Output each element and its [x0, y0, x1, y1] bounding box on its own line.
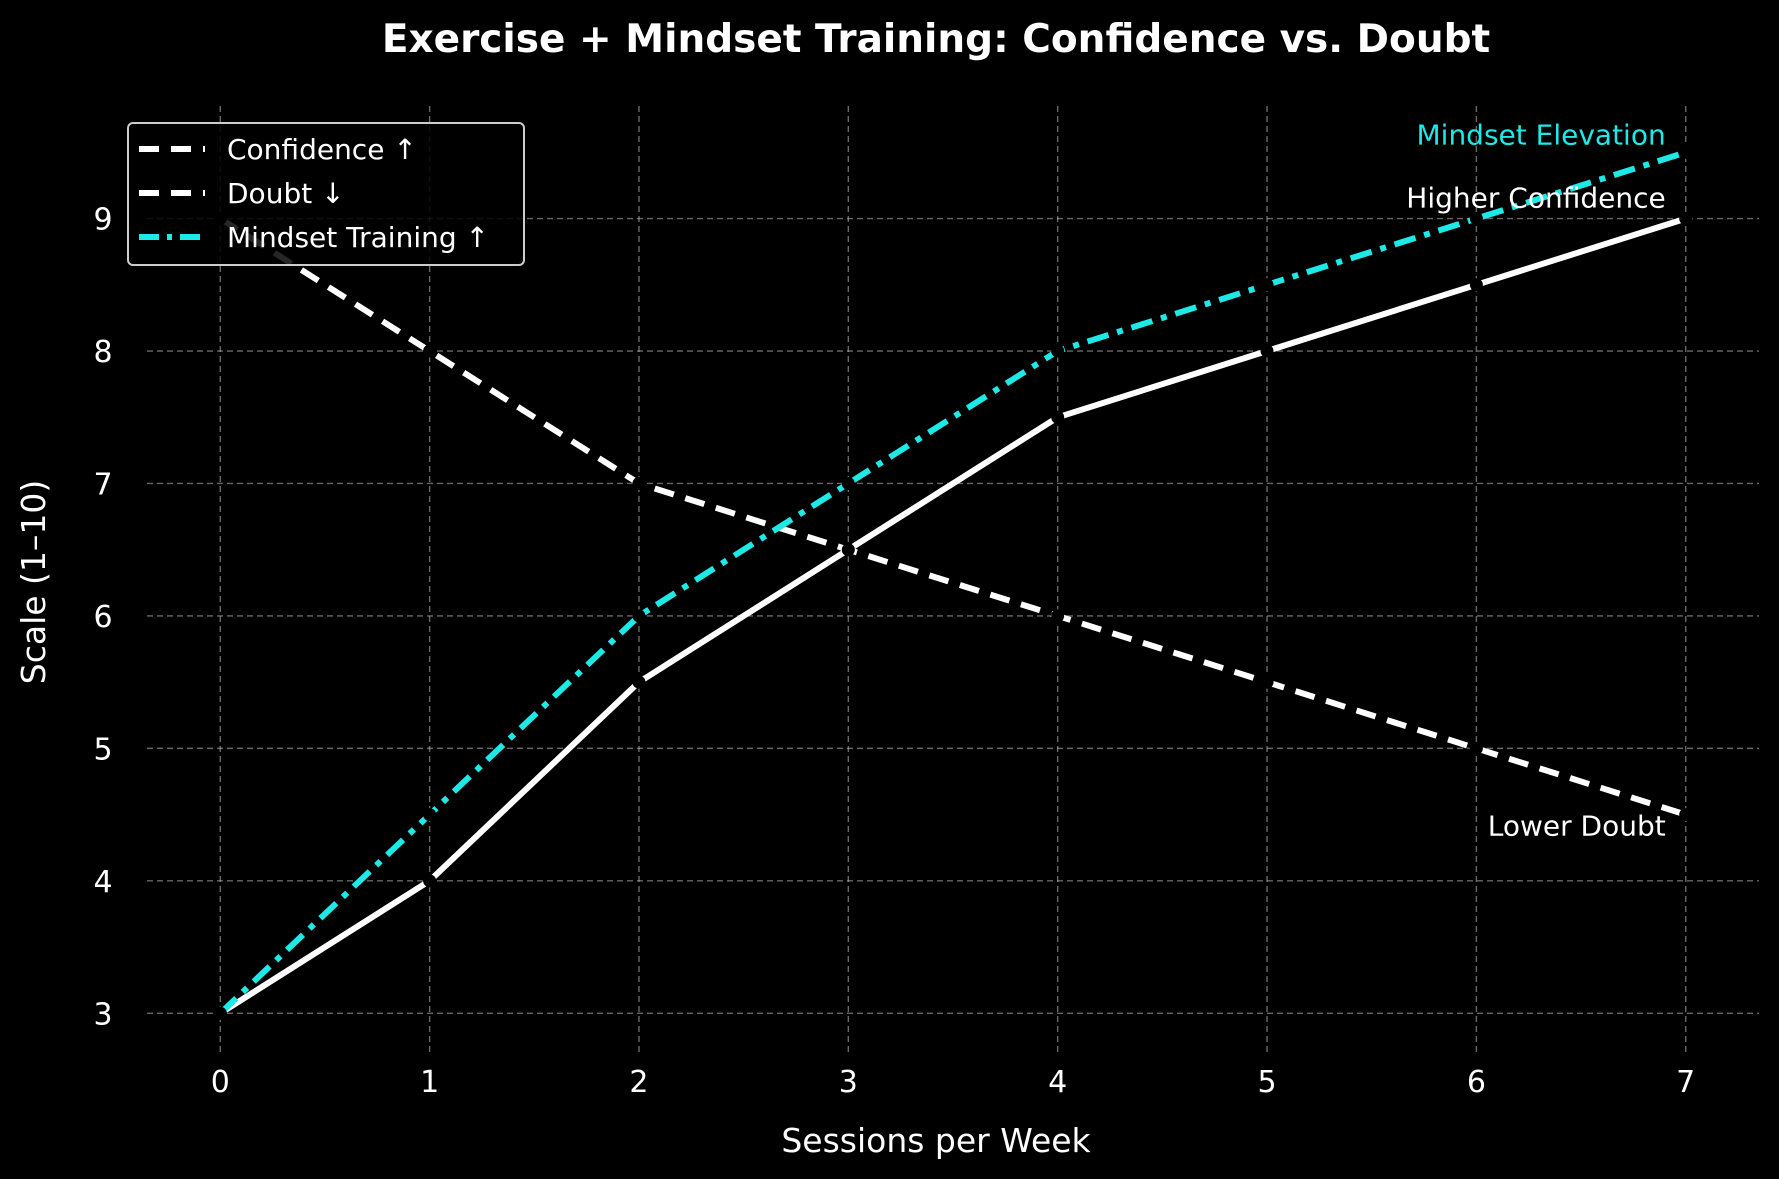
y-tick-label: 4 [93, 865, 112, 900]
annotation-label: Lower Doubt [1488, 810, 1666, 843]
x-tick-label: 7 [1676, 1065, 1695, 1100]
data-point [1260, 344, 1274, 358]
data-point [1679, 808, 1693, 822]
data-point [1260, 278, 1274, 292]
y-tick-label: 5 [93, 732, 112, 767]
data-point [1260, 675, 1274, 689]
x-tick-label: 6 [1467, 1065, 1486, 1100]
legend-item[interactable]: Doubt ↓ [139, 177, 345, 210]
y-tick-label: 3 [93, 997, 112, 1032]
data-point [1051, 609, 1065, 623]
data-point [1051, 344, 1065, 358]
y-tick-label: 9 [93, 203, 112, 238]
data-point [841, 476, 855, 490]
data-point [1469, 278, 1483, 292]
data-point [841, 543, 855, 557]
data-point [1679, 212, 1693, 226]
legend[interactable]: Confidence ↑ Doubt ↓ Mindset Training ↑ [127, 122, 525, 266]
legend-item[interactable]: Confidence ↑ [139, 133, 417, 166]
series-line [218, 149, 1687, 1016]
data-point [423, 344, 437, 358]
annotations: Mindset Elevation Higher Confidence Lower … [1406, 118, 1665, 842]
x-tick-label: 2 [629, 1065, 648, 1100]
series-line [218, 215, 1687, 1016]
y-tick-label: 6 [93, 600, 112, 635]
x-axis-label: Sessions per Week [781, 1121, 1091, 1160]
series-3 [213, 145, 1693, 1020]
data-point [423, 808, 437, 822]
y-tick-label: 7 [93, 467, 112, 502]
tick-labels: 0 1 2 3 4 5 6 7 3 4 5 6 7 8 9 [93, 203, 1695, 1100]
plot-area [213, 145, 1693, 1020]
chart-title: Exercise + Mindset Training: Confidence … [382, 17, 1490, 62]
legend-frame [127, 122, 525, 266]
x-tick-label: 4 [1048, 1065, 1067, 1100]
legend-item[interactable]: Mindset Training ↑ [139, 221, 489, 254]
series-line [218, 216, 1687, 818]
annotation-label: Higher Confidence [1406, 182, 1665, 215]
data-point [423, 874, 437, 888]
data-point [632, 675, 646, 689]
data-point [1469, 741, 1483, 755]
data-point [213, 1006, 227, 1020]
legend-label: Doubt ↓ [227, 177, 345, 210]
data-point [632, 609, 646, 623]
data-point [1469, 212, 1483, 226]
legend-label: Confidence ↑ [227, 133, 417, 166]
data-point [1051, 410, 1065, 424]
data-point [632, 476, 646, 490]
x-tick-label: 3 [839, 1065, 858, 1100]
legend-label: Mindset Training ↑ [227, 221, 489, 254]
y-tick-label: 8 [93, 335, 112, 370]
x-tick-label: 0 [211, 1065, 230, 1100]
x-tick-label: 5 [1257, 1065, 1276, 1100]
annotation-label: Mindset Elevation [1417, 118, 1666, 151]
x-tick-label: 1 [420, 1065, 439, 1100]
y-axis-label: Scale (1–10) [14, 480, 53, 685]
data-point [1679, 145, 1693, 159]
